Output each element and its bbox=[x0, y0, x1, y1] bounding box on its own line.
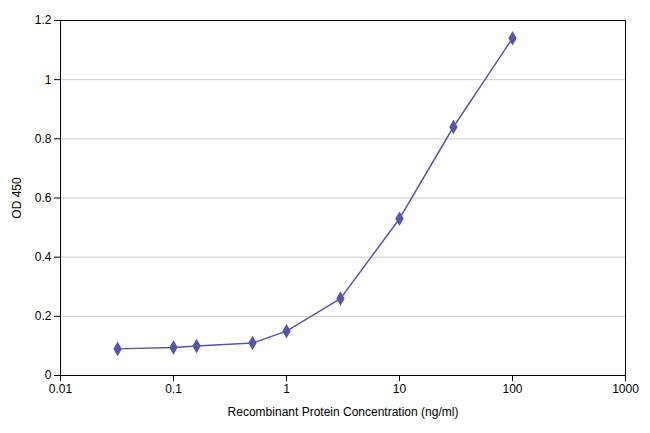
svg-text:0.01: 0.01 bbox=[49, 382, 73, 396]
svg-text:1000: 1000 bbox=[612, 382, 639, 396]
svg-text:1.2: 1.2 bbox=[35, 13, 52, 27]
svg-text:0: 0 bbox=[45, 368, 52, 382]
svg-text:100: 100 bbox=[502, 382, 522, 396]
svg-text:0.2: 0.2 bbox=[35, 309, 52, 323]
svg-text:0.1: 0.1 bbox=[165, 382, 182, 396]
svg-text:OD 450: OD 450 bbox=[10, 177, 24, 219]
svg-text:0.6: 0.6 bbox=[35, 191, 52, 205]
svg-text:0.8: 0.8 bbox=[35, 132, 52, 146]
svg-text:1: 1 bbox=[45, 73, 52, 87]
svg-text:0.4: 0.4 bbox=[35, 250, 52, 264]
svg-text:Recombinant Protein Concentrat: Recombinant Protein Concentration (ng/ml… bbox=[228, 405, 459, 419]
svg-text:1: 1 bbox=[283, 382, 290, 396]
svg-text:10: 10 bbox=[393, 382, 407, 396]
